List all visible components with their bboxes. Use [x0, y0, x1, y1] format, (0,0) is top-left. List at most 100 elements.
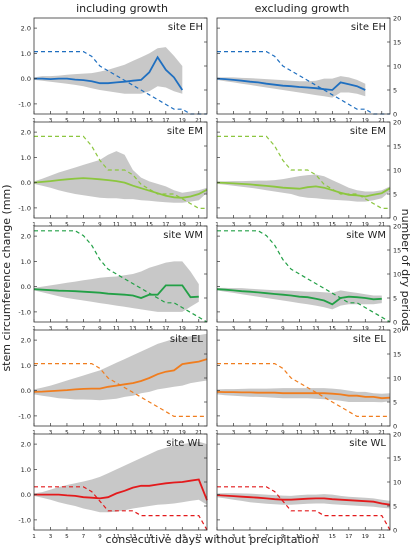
x-tick-label: 13	[129, 326, 137, 332]
spread-band	[34, 261, 199, 312]
x-tick-label: 7	[82, 118, 86, 124]
y-tick-label-right: 5	[393, 399, 397, 407]
dry-periods-line	[217, 51, 390, 115]
y-tick-label-left: 2.0	[21, 233, 31, 241]
site-label: site EH	[168, 22, 203, 33]
y-tick-label-right: 20	[393, 15, 401, 23]
x-tick-label: 21	[378, 534, 386, 540]
x-tick-label: 17	[162, 222, 170, 228]
y-tick-label-left: 2.0	[21, 441, 31, 449]
site-label: site WL	[349, 438, 386, 449]
col-title-excluding: excluding growth	[255, 2, 350, 15]
x-tick-label: 11	[296, 534, 304, 540]
x-tick-label: 7	[82, 222, 86, 228]
col-title-including: including growth	[76, 2, 168, 15]
dry-periods-line	[34, 51, 207, 115]
x-tick-label: 21	[195, 118, 203, 124]
y-tick-label-right: 5	[393, 191, 397, 199]
x-tick-label: 3	[232, 430, 236, 436]
x-tick-label: 9	[98, 222, 102, 228]
y-tick-label-left: 0.0	[21, 179, 31, 187]
x-tick-label: 9	[281, 222, 285, 228]
x-tick-label: 19	[179, 118, 187, 124]
x-tick-label: 15	[146, 118, 154, 124]
y-tick-label-left: 0.0	[21, 491, 31, 499]
x-tick-label: 13	[312, 222, 320, 228]
y-tick-label-right: 5	[393, 87, 397, 95]
y-tick-label-right: 15	[393, 455, 401, 463]
x-tick-label: 17	[162, 118, 170, 124]
y-tick-label-right: 10	[393, 271, 401, 279]
x-tick-label: 15	[329, 326, 337, 332]
site-label: site EL	[353, 334, 387, 345]
x-tick-label: 17	[345, 118, 353, 124]
x-tick-label: 5	[65, 430, 69, 436]
x-tick-label: 13	[312, 118, 320, 124]
dry-periods-line	[34, 135, 207, 209]
x-tick-label: 17	[345, 222, 353, 228]
y-axis-label-left: stem circumference change (mm)	[0, 184, 13, 371]
x-tick-label: 11	[113, 118, 121, 124]
x-tick-label: 7	[82, 326, 86, 332]
x-tick-label: 5	[65, 118, 69, 124]
x-tick-label: 1	[215, 118, 219, 124]
y-tick-label-left: -1.0	[18, 204, 31, 212]
x-tick-label: 13	[129, 534, 137, 540]
x-tick-label: 15	[329, 430, 337, 436]
panels-group: site EH1 3 5 7 9 11 13 15 17 19 21-1.00.01.02.0 sit…	[18, 15, 401, 541]
x-tick-label: 21	[378, 430, 386, 436]
y-tick-label-left: -1.0	[18, 412, 31, 420]
x-tick-label: 1	[32, 222, 36, 228]
site-label: site EH	[351, 22, 386, 33]
y-tick-label-right: 20	[393, 223, 401, 231]
x-tick-label: 7	[82, 430, 86, 436]
x-tick-label: 3	[49, 534, 53, 540]
x-tick-label: 19	[362, 222, 370, 228]
y-tick-label-right: 10	[393, 479, 401, 487]
y-tick-label-left: 0.0	[21, 283, 31, 291]
y-tick-label-right: 0	[393, 215, 397, 223]
y-tick-label-right: 0	[393, 423, 397, 431]
dry-periods-line	[217, 230, 391, 323]
x-tick-label: 5	[248, 326, 252, 332]
x-tick-label: 7	[265, 222, 269, 228]
y-tick-label-left: 1.0	[21, 258, 31, 266]
y-tick-label-left: 0.0	[21, 387, 31, 395]
y-tick-label-left: -1.0	[18, 516, 31, 524]
x-tick-label: 7	[265, 326, 269, 332]
x-tick-label: 21	[195, 222, 203, 228]
site-label: site EM	[350, 126, 386, 137]
x-tick-label: 9	[98, 534, 102, 540]
y-tick-label-right: 0	[393, 111, 397, 119]
x-tick-label: 19	[362, 534, 370, 540]
x-tick-label: 5	[65, 222, 69, 228]
x-tick-label: 9	[98, 118, 102, 124]
y-tick-label-left: 2.0	[21, 25, 31, 33]
x-tick-label: 9	[281, 430, 285, 436]
x-tick-label: 19	[179, 534, 187, 540]
x-tick-label: 21	[195, 326, 203, 332]
x-axis-label: consecutive days without precipitation	[105, 533, 318, 546]
dry-periods-line	[34, 486, 208, 531]
x-tick-label: 13	[312, 326, 320, 332]
x-tick-label: 3	[232, 534, 236, 540]
y-tick-label-left: -1.0	[18, 100, 31, 108]
x-tick-label: 1	[32, 326, 36, 332]
x-tick-label: 11	[113, 430, 121, 436]
y-tick-label-left: 1.0	[21, 50, 31, 58]
x-tick-label: 17	[345, 534, 353, 540]
circumference-change-line	[33, 284, 199, 299]
x-tick-label: 3	[49, 430, 53, 436]
x-tick-label: 1	[215, 534, 219, 540]
x-tick-label: 9	[98, 326, 102, 332]
x-tick-label: 7	[265, 534, 269, 540]
dry-periods-line	[34, 230, 208, 323]
y-tick-label-right: 0	[393, 527, 397, 535]
circumference-change-line	[216, 494, 391, 506]
x-tick-label: 13	[312, 430, 320, 436]
y-tick-label-right: 5	[393, 295, 397, 303]
x-tick-label: 19	[362, 326, 370, 332]
